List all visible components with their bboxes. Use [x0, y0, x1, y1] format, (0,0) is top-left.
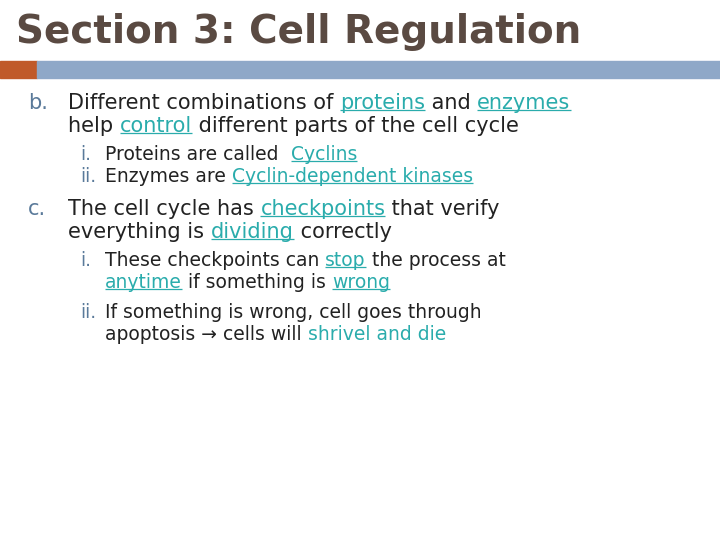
- Text: dividing: dividing: [211, 222, 294, 242]
- Text: Proteins are called: Proteins are called: [105, 145, 290, 164]
- Text: anytime: anytime: [105, 273, 182, 292]
- Text: if something is: if something is: [182, 273, 332, 292]
- Text: that verify: that verify: [385, 199, 500, 219]
- Text: i.: i.: [80, 251, 91, 270]
- Text: ii.: ii.: [80, 303, 96, 322]
- Bar: [0, 61, 37, 78]
- Text: apoptosis → cells will: apoptosis → cells will: [105, 325, 307, 344]
- Text: Cyclin-dependent kinases: Cyclin-dependent kinases: [232, 167, 473, 186]
- Text: b.: b.: [28, 93, 48, 113]
- Text: Cyclins: Cyclins: [290, 145, 357, 164]
- Bar: [37, 61, 720, 78]
- Text: Enzymes are: Enzymes are: [105, 167, 232, 186]
- Text: i.: i.: [80, 145, 91, 164]
- Text: correctly: correctly: [294, 222, 392, 242]
- Text: The cell cycle has: The cell cycle has: [68, 199, 261, 219]
- Text: proteins: proteins: [340, 93, 425, 113]
- Text: shrivel and die: shrivel and die: [307, 325, 446, 344]
- Text: the process at: the process at: [366, 251, 505, 270]
- Text: Different combinations of: Different combinations of: [68, 93, 340, 113]
- Text: wrong: wrong: [332, 273, 390, 292]
- Text: If something is wrong, cell goes through: If something is wrong, cell goes through: [105, 303, 482, 322]
- Text: enzymes: enzymes: [477, 93, 571, 113]
- Text: control: control: [120, 116, 192, 136]
- Text: help: help: [68, 116, 120, 136]
- Text: These checkpoints can: These checkpoints can: [105, 251, 325, 270]
- Text: different parts of the cell cycle: different parts of the cell cycle: [192, 116, 519, 136]
- Text: c.: c.: [28, 199, 46, 219]
- Text: checkpoints: checkpoints: [261, 199, 385, 219]
- Text: stop: stop: [325, 251, 366, 270]
- Text: everything is: everything is: [68, 222, 211, 242]
- Text: Section 3: Cell Regulation: Section 3: Cell Regulation: [16, 13, 581, 51]
- Text: ii.: ii.: [80, 167, 96, 186]
- Text: and: and: [425, 93, 477, 113]
